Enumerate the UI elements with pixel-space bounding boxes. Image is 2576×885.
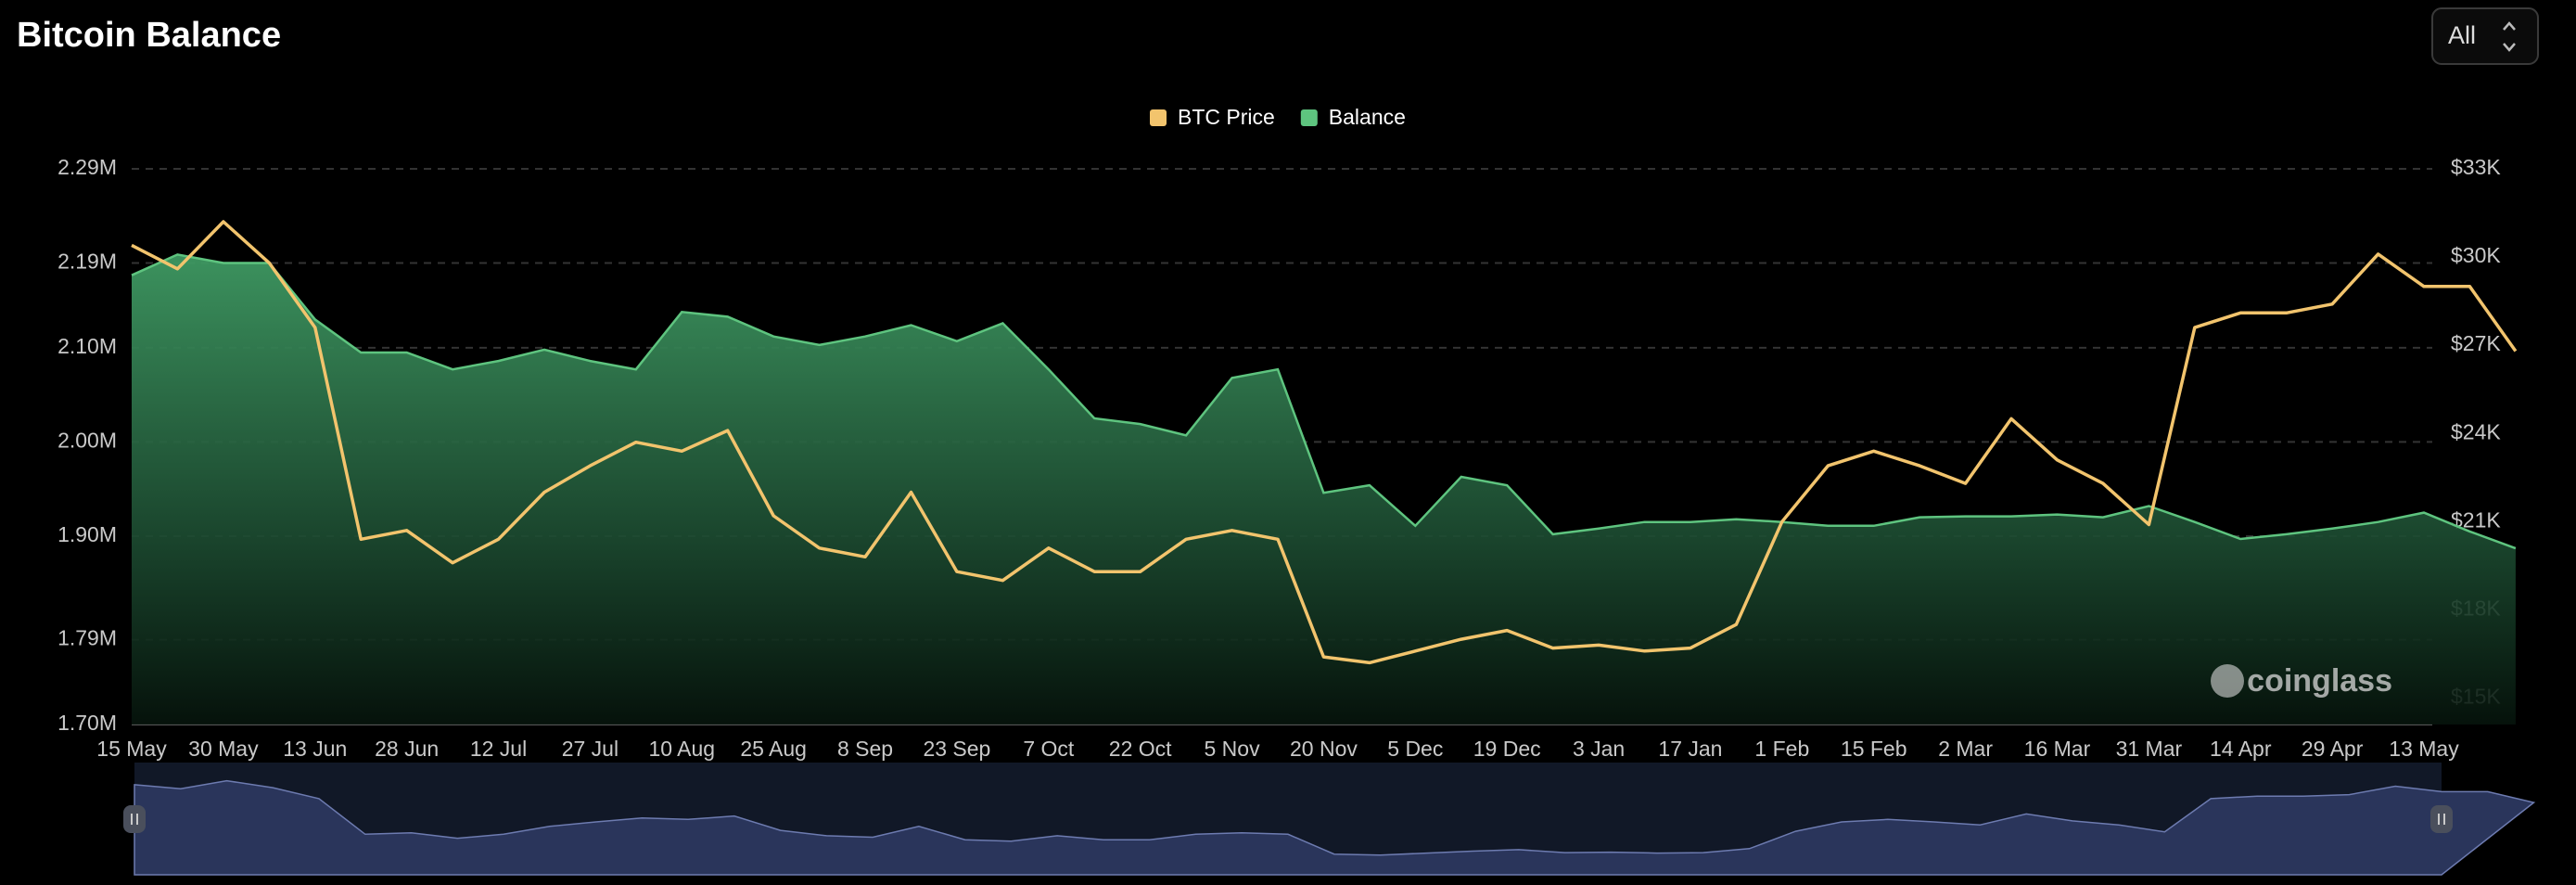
legend-swatch[interactable] [1150, 109, 1167, 126]
legend: BTC Price Balance [1150, 105, 1406, 129]
y2-tick-label: $33K [2451, 155, 2501, 179]
y-tick-label: 1.70M [57, 711, 117, 735]
x-tick-label: 31 Mar [2116, 737, 2183, 761]
navigator-handle-grip[interactable] [123, 805, 146, 833]
x-tick-label: 15 Feb [1841, 737, 1907, 761]
x-tick-label: 5 Nov [1205, 737, 1261, 761]
range-selector[interactable]: All [2431, 7, 2539, 65]
legend-label[interactable]: BTC Price [1178, 105, 1275, 129]
price-line [131, 220, 2518, 665]
x-tick-label: 17 Jan [1658, 737, 1722, 761]
range-selector-label[interactable]: All [2448, 21, 2476, 49]
x-tick-label: 23 Sep [923, 737, 990, 761]
x-tick-label: 22 Oct [1109, 737, 1172, 761]
y-tick-label: 2.19M [57, 250, 117, 274]
x-tick-label: 27 Jul [562, 737, 618, 761]
x-tick-label: 20 Nov [1290, 737, 1358, 761]
x-tick-label: 12 Jul [470, 737, 527, 761]
plot: 1.70M1.79M1.90M2.00M2.10M2.19M2.29M$15K$… [57, 155, 2518, 761]
x-tick-label: 14 Apr [2210, 737, 2272, 761]
x-tick-label: 29 Apr [2302, 737, 2364, 761]
y2-tick-label: $24K [2451, 419, 2501, 443]
watermark: coinglass [2247, 663, 2392, 699]
y-tick-label: 1.79M [57, 626, 117, 650]
range-selector-icon [2503, 21, 2516, 52]
x-tick-label: 8 Sep [837, 737, 893, 761]
navigator-handle[interactable] [2430, 805, 2453, 833]
x-tick-label: 3 Jan [1573, 737, 1625, 761]
range-selector-box[interactable] [2431, 7, 2539, 65]
y2-tick-label: $27K [2451, 331, 2501, 355]
navigator-area [134, 779, 2536, 876]
page-title: Bitcoin Balance [17, 16, 281, 55]
x-tick-label: 19 Dec [1473, 737, 1541, 761]
x-tick-label: 16 Mar [2024, 737, 2091, 761]
x-tick-label: 1 Feb [1754, 737, 1809, 761]
navigator-handle[interactable] [123, 805, 146, 833]
y-tick-label: 2.10M [57, 334, 117, 358]
x-tick-label: 30 May [188, 737, 259, 761]
navigator-handle-grip[interactable] [2430, 805, 2453, 833]
y-tick-label: 1.90M [57, 522, 117, 546]
legend-item[interactable]: BTC Price [1150, 105, 1275, 129]
y2-tick-label: $30K [2451, 243, 2501, 267]
x-tick-label: 5 Dec [1387, 737, 1443, 761]
x-tick-label: 28 Jun [375, 737, 439, 761]
x-tick-label: 15 May [96, 737, 167, 761]
navigator-handle-lines[interactable] [131, 814, 138, 825]
legend-label[interactable]: Balance [1329, 105, 1406, 129]
legend-item[interactable]: Balance [1300, 105, 1406, 129]
navigator-handle-lines[interactable] [2438, 814, 2445, 825]
x-tick-label: 25 Aug [740, 737, 807, 761]
x-tick-label: 13 May [2389, 737, 2459, 761]
x-tick-label: 13 Jun [283, 737, 347, 761]
y-tick-label: 2.29M [57, 155, 117, 179]
balance-area [132, 254, 2516, 725]
x-tick-label: 10 Aug [648, 737, 715, 761]
balance-line [131, 253, 2517, 550]
x-tick-label: 7 Oct [1023, 737, 1075, 761]
legend-swatch[interactable] [1300, 109, 1318, 126]
y-tick-label: 2.00M [57, 429, 117, 453]
watermark-icon [2211, 664, 2244, 698]
x-tick-label: 2 Mar [1938, 737, 1993, 761]
